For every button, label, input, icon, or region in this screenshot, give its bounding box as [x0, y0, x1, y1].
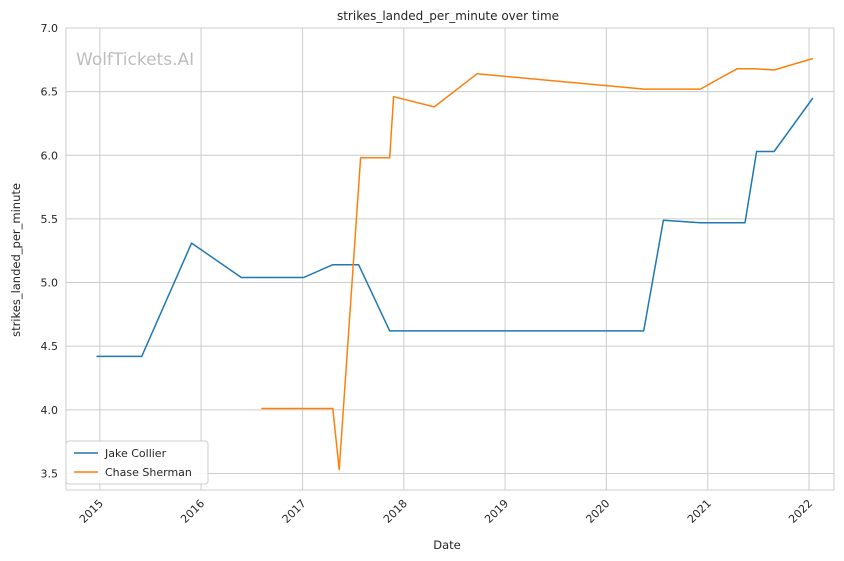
y-tick-label: 7.0 — [41, 22, 59, 35]
watermark: WolfTickets.AI — [76, 50, 194, 70]
x-axis-title: Date — [433, 538, 461, 552]
x-tick-label: 2021 — [685, 497, 714, 526]
y-tick-label: 6.5 — [41, 86, 59, 99]
y-tick-label: 4.0 — [41, 404, 59, 417]
y-axis-title: strikes_landed_per_minute — [9, 183, 23, 337]
x-tick-label: 2016 — [178, 497, 207, 526]
x-tick-label: 2015 — [77, 497, 106, 526]
y-tick-label: 4.5 — [41, 340, 59, 353]
y-tick-label: 3.5 — [41, 467, 59, 480]
y-tick-label: 5.0 — [41, 277, 59, 290]
x-axis-ticks: 2015 2016 2017 2018 2019 2020 2021 2022 — [77, 497, 815, 526]
legend-label: Jake Collier — [104, 447, 167, 460]
legend-box — [65, 440, 209, 485]
legend: Jake Collier Chase Sherman — [65, 440, 209, 485]
legend-label: Chase Sherman — [105, 466, 192, 479]
grid — [66, 27, 834, 490]
x-tick-label: 2022 — [786, 497, 815, 526]
x-tick-label: 2019 — [482, 497, 511, 526]
x-tick-label: 2018 — [381, 497, 410, 526]
chart-title: strikes_landed_per_minute over time — [337, 9, 559, 23]
series-line-jake-collier — [96, 97, 814, 358]
y-tick-label: 6.0 — [41, 149, 59, 162]
y-axis-ticks: 3.5 4.0 4.5 5.0 5.5 6.0 6.5 7.0 — [41, 22, 59, 480]
y-tick-label: 5.5 — [41, 213, 59, 226]
plot-area — [65, 27, 835, 491]
x-tick-label: 2020 — [583, 497, 612, 526]
series-layer — [96, 57, 814, 471]
series-line-chase-sherman — [261, 57, 814, 471]
x-tick-label: 2017 — [280, 497, 309, 526]
